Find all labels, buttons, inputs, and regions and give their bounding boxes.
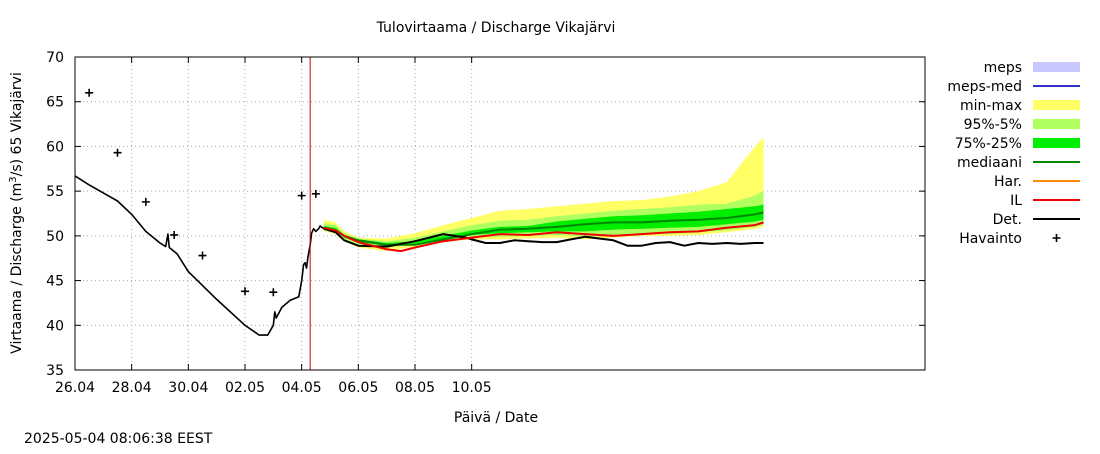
legend-swatch	[1033, 62, 1080, 72]
y-tick-label: 65	[46, 95, 64, 111]
y-tick-label: 50	[46, 229, 64, 245]
x-tick-label: 04.05	[282, 380, 322, 396]
series-lines	[75, 57, 764, 370]
series-line-det-history	[75, 175, 325, 336]
x-tick-label: 08.05	[395, 380, 435, 396]
observation-point	[170, 230, 179, 239]
timestamp-label: 2025-05-04 08:06:38 EEST	[24, 431, 213, 447]
band-75-25-	[323, 204, 764, 246]
observation-point	[141, 197, 150, 206]
y-tick-label: 45	[46, 274, 64, 290]
x-tick-label: 28.04	[112, 380, 152, 396]
y-axis-label-prefix: Virtaama / Discharge (m	[9, 183, 25, 354]
x-tick-label: 10.05	[452, 380, 492, 396]
y-axis-label-suffix: /s) 65 Vikajärvi	[9, 72, 25, 176]
legend-label: mediaani	[957, 155, 1022, 171]
observation-point	[269, 288, 278, 297]
legend-label: Det.	[993, 212, 1022, 228]
y-tick-label: 70	[46, 50, 64, 66]
legend: meps meps-med min-max 95%-5% 75%-25% mediaani…	[947, 60, 1080, 247]
plot-frame	[74, 56, 926, 371]
observation-point	[85, 88, 94, 97]
legend-label: 95%-5%	[964, 117, 1022, 133]
chart-title: Tulovirtaama / Discharge Vikajärvi	[376, 20, 616, 36]
observation-markers	[85, 88, 320, 297]
axes: 35 40 45 50 55 60 65 70 26.04 28.04 30.04 02.05 04.0…	[46, 50, 926, 396]
y-tick-label: 60	[46, 139, 64, 155]
x-axis-label: Päivä / Date	[454, 410, 538, 426]
legend-label: Har.	[994, 174, 1022, 190]
y-tick-label: 35	[46, 363, 64, 379]
grid-lines	[75, 57, 925, 370]
observation-point	[241, 287, 249, 296]
legend-swatch	[1052, 234, 1061, 242]
observation-point	[198, 251, 207, 260]
x-tick-label: 06.05	[338, 380, 378, 396]
series-line-det-forecast	[323, 227, 764, 248]
observation-point	[113, 148, 122, 157]
legend-label: min-max	[960, 98, 1022, 114]
legend-label: 75%-25%	[955, 136, 1022, 152]
y-tick-label: 55	[46, 184, 64, 200]
observation-point	[297, 191, 306, 200]
series-line-il	[323, 221, 764, 253]
legend-swatch	[1033, 119, 1080, 129]
x-tick-label: 30.04	[168, 380, 208, 396]
legend-swatch	[1033, 100, 1080, 110]
legend-swatch	[1033, 138, 1080, 148]
x-tick-label: 26.04	[55, 380, 95, 396]
y-tick-label: 40	[46, 318, 64, 334]
y-axis-label: Virtaama / Discharge (m3/s) 65 Vikajärvi	[8, 72, 25, 354]
legend-label: Havainto	[959, 231, 1022, 247]
legend-label: meps	[984, 60, 1022, 76]
observation-point	[311, 189, 320, 198]
x-tick-label: 02.05	[225, 380, 265, 396]
y-axis-label-sup: 3	[8, 176, 19, 182]
series-line-mediaani	[323, 211, 764, 246]
legend-label: meps-med	[947, 79, 1022, 95]
legend-label: IL	[1010, 193, 1022, 209]
